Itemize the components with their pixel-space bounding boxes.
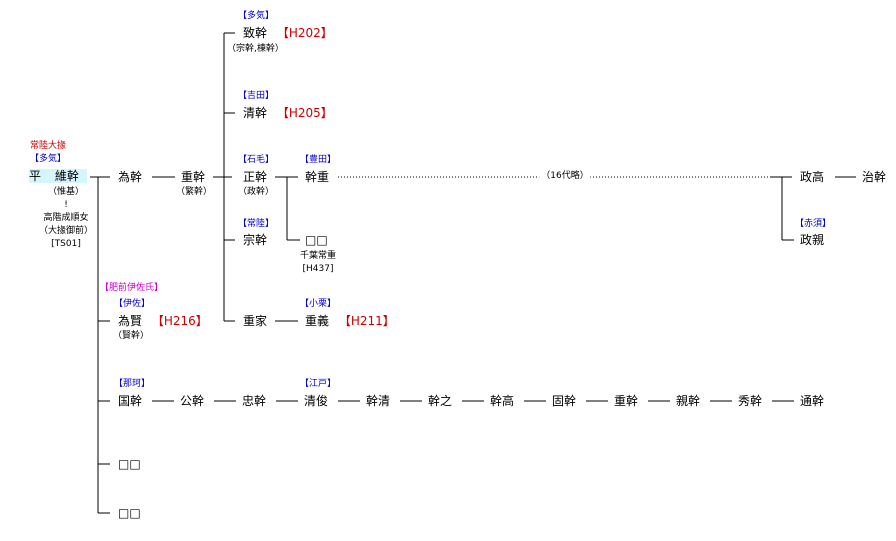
tamekata-alt: （賢幹） [112,331,150,341]
naka-line-person[interactable]: 清俊 [304,394,329,408]
tag-hitachi: 【常陸】 [238,219,275,229]
tag-ishige: 【石毛】 [238,155,275,165]
node-tamekata[interactable]: 為賢 【H216】 [118,314,208,328]
root-spouse: 高階成順女 [43,213,89,223]
node-unknown-3[interactable]: □□ [118,506,141,520]
node-unknown-2[interactable]: □□ [118,457,141,471]
root-alt-name: （惟基） [47,187,85,197]
naka-line-person[interactable]: 国幹 [118,394,143,408]
tag-naka: 【那珂】 [114,379,151,389]
kiyomoto-ref[interactable]: 【H205】 [276,106,333,120]
node-masachika[interactable]: 政親 [800,233,825,247]
unknown-1-note: 千葉常重 [299,251,337,261]
title-clan-tag: 【多気】 [30,154,67,164]
tag-hizen-isa: 【肥前伊佐氏】 [100,283,164,293]
tag-yoshida: 【吉田】 [238,91,275,101]
dotted-note: （16代略） [539,171,591,182]
node-kiyomoto[interactable]: 清幹 【H205】 [243,106,333,120]
masamoto-alt: （政幹） [237,187,275,197]
naka-line-person[interactable]: 重幹 [614,394,639,408]
root-spouse-title: （大掾御前） [38,226,94,236]
shigemoto-alt: （繁幹） [175,187,213,197]
tag-oguri: 【小栗】 [300,299,337,309]
naka-line-person[interactable]: 固幹 [552,394,577,408]
tag-taki: 【多気】 [238,11,275,21]
node-masamoto[interactable]: 正幹 [243,170,268,184]
munemoto-top-name: 致幹 [243,26,268,40]
root-note-mark: ! [64,200,68,210]
munemoto-top-ref[interactable]: 【H202】 [276,26,333,40]
shigeyoshi-name: 重義 [305,314,330,328]
node-shigeyoshi[interactable]: 重義 【H211】 [305,314,395,328]
node-munemoto-top[interactable]: 致幹 【H202】 [243,26,333,40]
node-motoshige[interactable]: 幹重 [305,170,330,184]
unknown-1-ref: [H437] [302,264,334,274]
node-shigemoto[interactable]: 重幹 [181,170,206,184]
tag-isa: 【伊佐】 [114,299,151,309]
naka-line-person[interactable]: 親幹 [676,394,701,408]
naka-line-person[interactable]: 通幹 [800,394,825,408]
munemoto-top-alt: （宗幹,棟幹） [227,44,284,54]
naka-line-person[interactable]: 公幹 [180,394,205,408]
shigeyoshi-ref[interactable]: 【H211】 [338,314,395,328]
title-office: 常陸大掾 [30,141,67,151]
node-shigeie[interactable]: 重家 [243,314,268,328]
root-surname: 平 [29,169,42,183]
naka-line-person[interactable]: 秀幹 [738,394,763,408]
root-node[interactable]: 平 維幹 [29,169,87,183]
tamekata-name: 為賢 [118,314,143,328]
root-name: 維幹 [54,169,79,183]
node-tamemoto[interactable]: 為幹 [118,170,143,184]
tamekata-ref[interactable]: 【H216】 [151,314,208,328]
node-munemoto[interactable]: 宗幹 [243,233,268,247]
tag-akasu: 【赤須】 [795,219,832,229]
naka-line-person[interactable]: 幹高 [490,394,515,408]
node-masataka[interactable]: 政高 [800,170,825,184]
node-harumoto[interactable]: 治幹 [862,170,887,184]
tag-toyoda: 【豊田】 [300,155,337,165]
naka-line-person[interactable]: 幹之 [428,394,453,408]
node-unknown-1[interactable]: □□ [305,233,328,247]
naka-line-person[interactable]: 忠幹 [242,394,267,408]
naka-line-person[interactable]: 幹清 [366,394,391,408]
kiyomoto-name: 清幹 [243,106,268,120]
root-ref: [TS01] [51,239,81,249]
tag-edo: 【江戸】 [300,379,337,389]
